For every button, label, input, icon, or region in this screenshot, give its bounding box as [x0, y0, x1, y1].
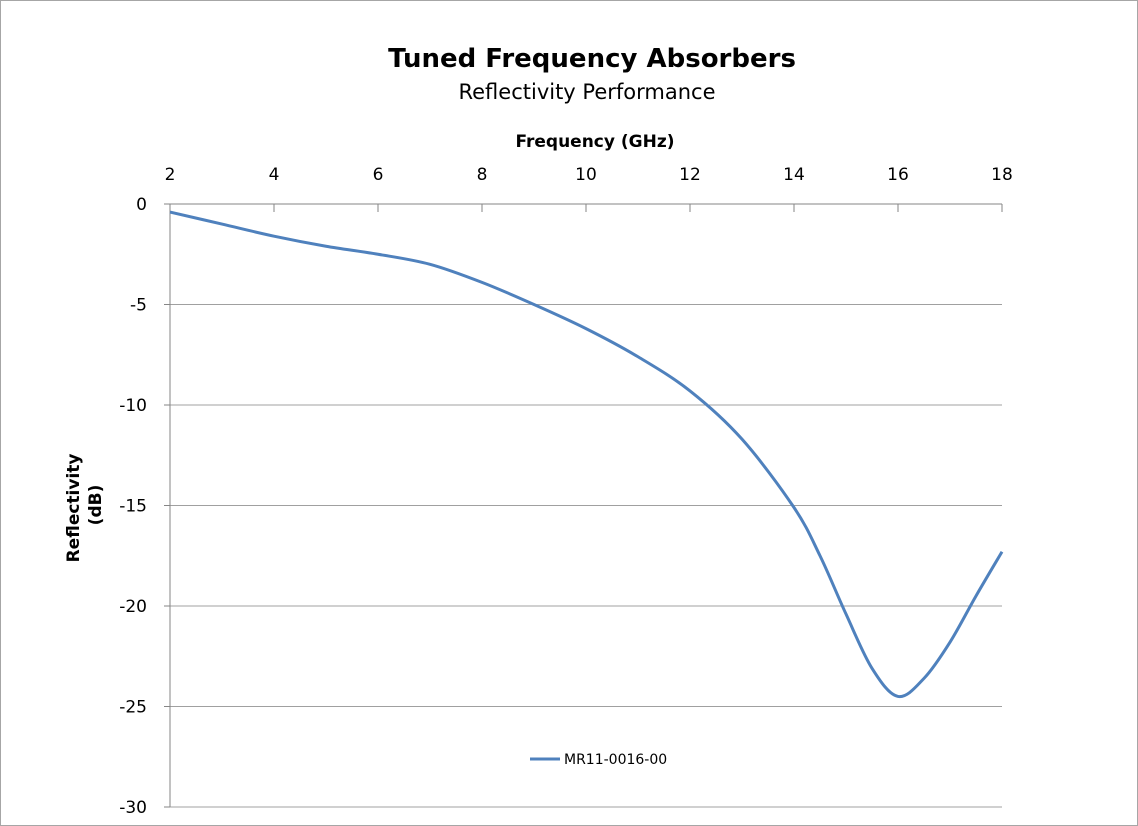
- y-tick-label: -25: [119, 698, 147, 718]
- x-tick-label: 8: [477, 165, 488, 185]
- x-tick-label: 12: [679, 165, 701, 185]
- y-tick-label: -5: [130, 296, 147, 316]
- y-axis-title-line-1: Reflectivity: [64, 454, 84, 563]
- axes: 0 -5 -10 -15 -20 -25 -30 2 4 6 8 10 12 14 16 18: [119, 165, 1013, 818]
- x-tick-label: 6: [373, 165, 384, 185]
- x-tick-label: 10: [575, 165, 597, 185]
- x-tick-label: 16: [887, 165, 909, 185]
- series-line-MR11-0016-00: [169, 210, 1004, 699]
- legend: MR11-0016-00: [530, 752, 667, 768]
- chart-title: Tuned Frequency Absorbers: [388, 44, 796, 74]
- y-tick-label: -20: [119, 597, 147, 617]
- x-tick-label: 14: [783, 165, 805, 185]
- x-axis-title: Frequency (GHz): [515, 132, 674, 152]
- y-tick-label: 0: [136, 195, 147, 215]
- legend-label: MR11-0016-00: [564, 752, 667, 768]
- y-tick-label: -15: [119, 497, 147, 517]
- series-layer: [169, 210, 1004, 699]
- x-tick-label: 4: [269, 165, 280, 185]
- gridlines: [170, 304, 1002, 808]
- y-tick-label: -30: [119, 798, 147, 818]
- chart-subtitle: Reflectivity Performance: [458, 80, 715, 104]
- y-axis-title-line-2: (dB): [86, 485, 106, 526]
- y-axis-title: Reflectivity (dB): [64, 448, 106, 563]
- x-tick-label: 18: [991, 165, 1013, 185]
- y-tick-label: -10: [119, 396, 147, 416]
- x-tick-label: 2: [165, 165, 176, 185]
